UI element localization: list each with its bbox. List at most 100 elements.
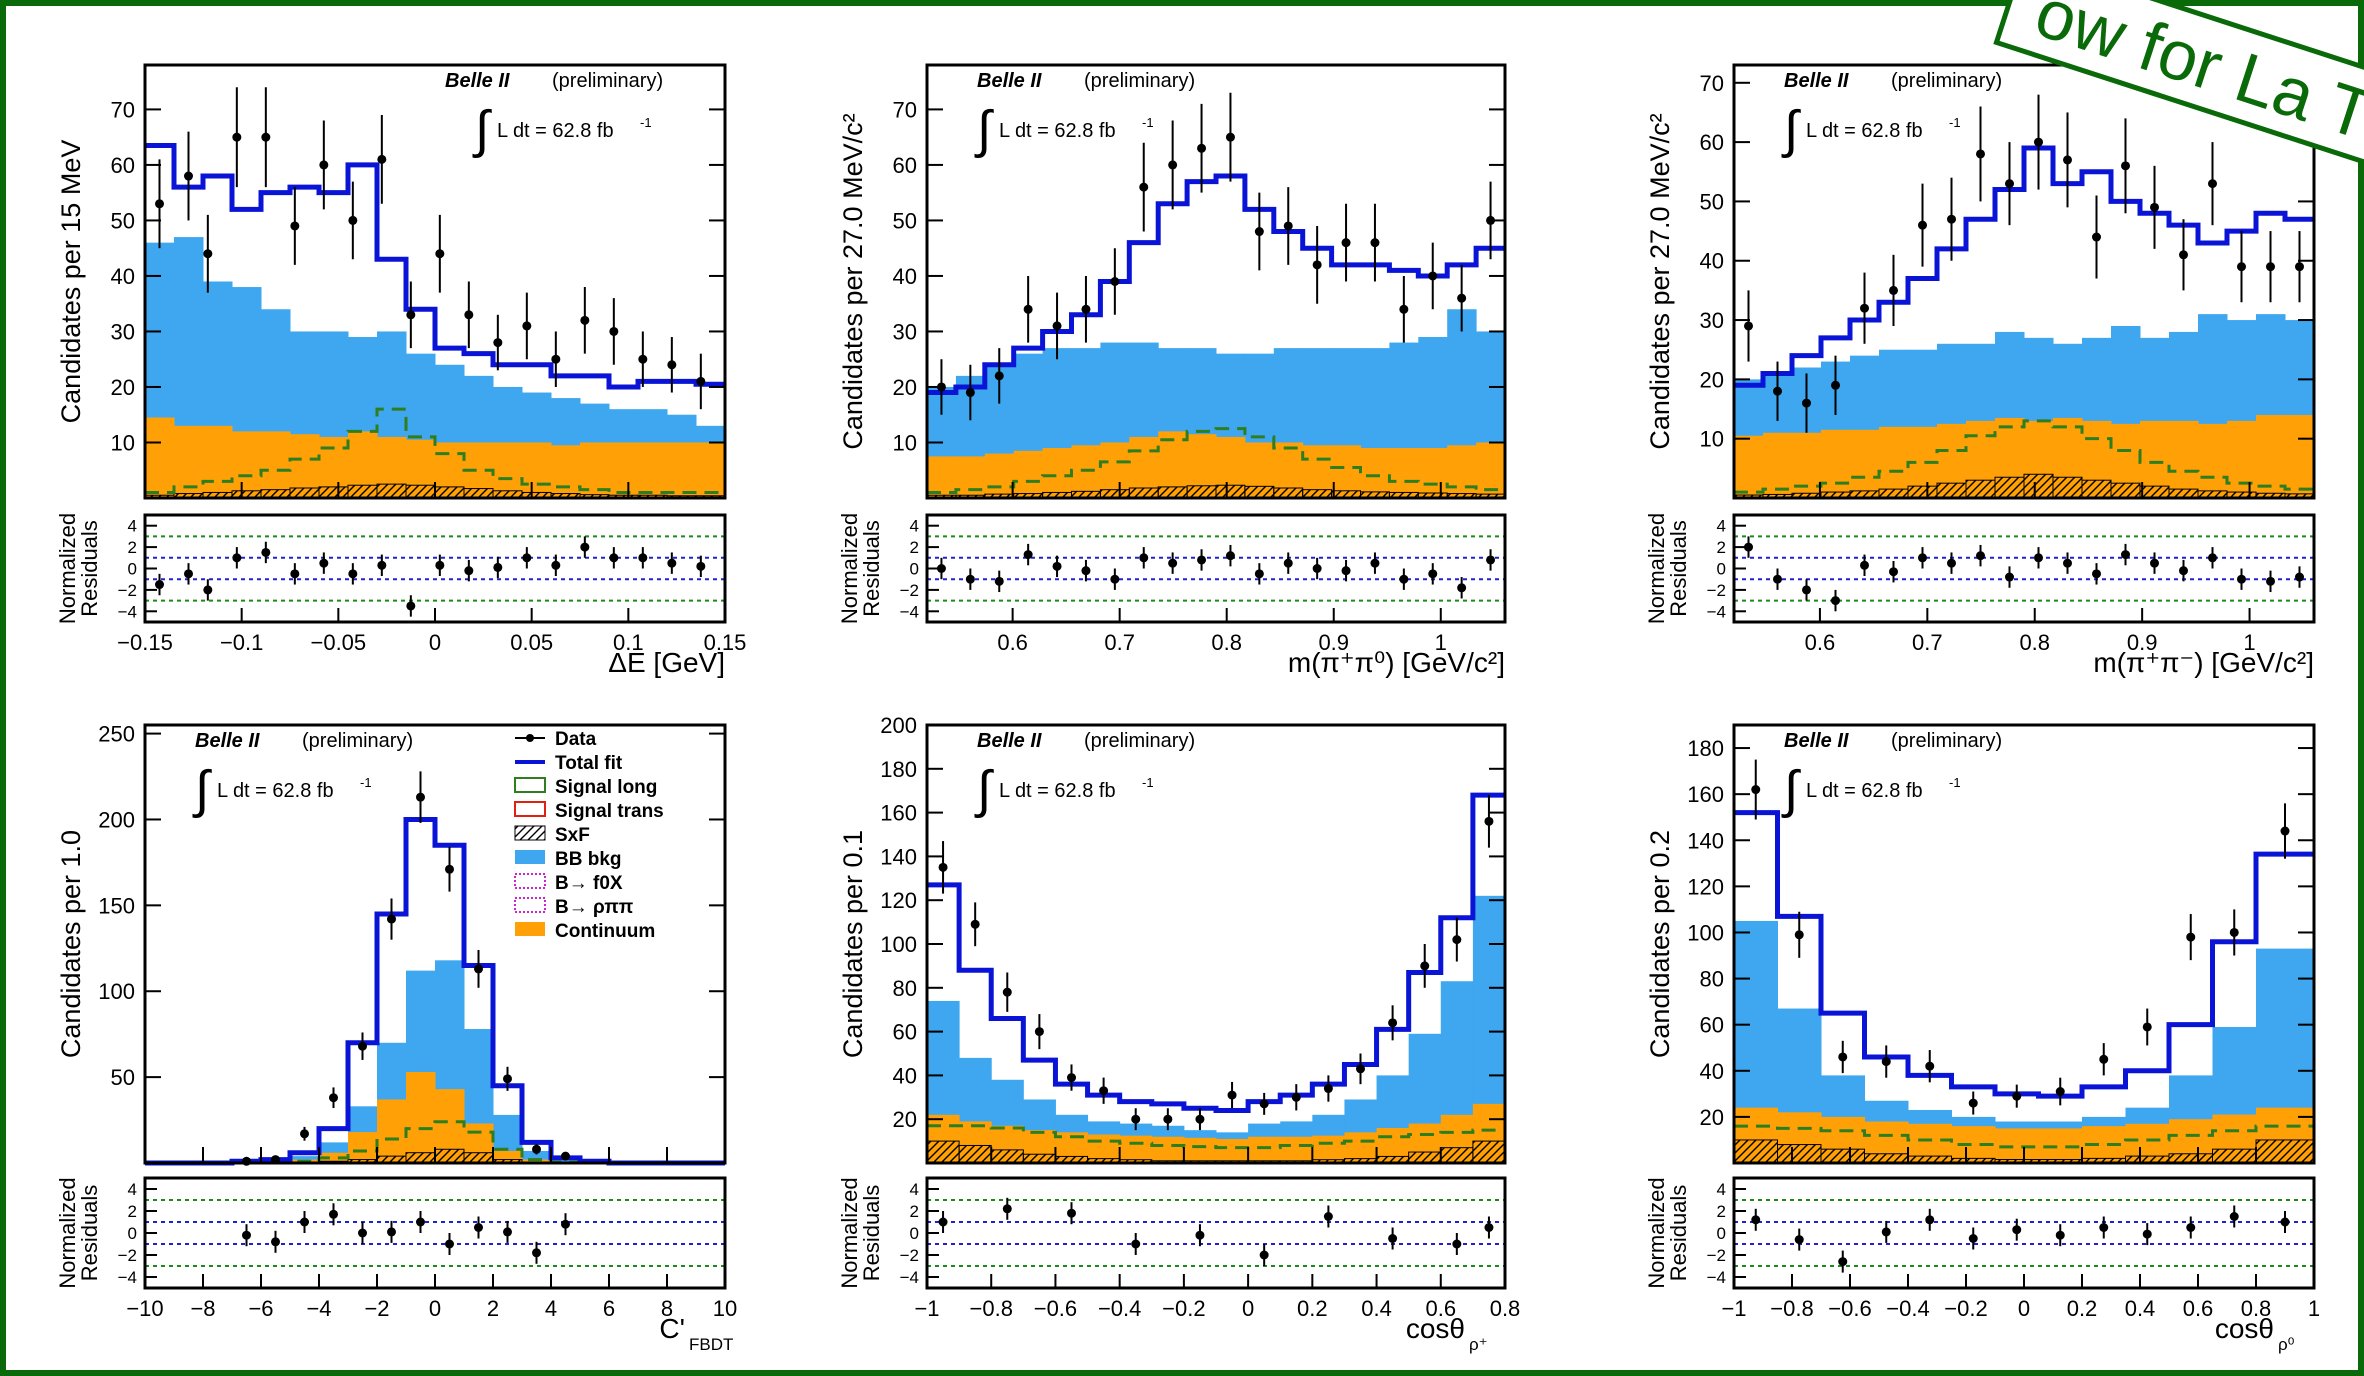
data-point [203,249,213,259]
resid-y-tick-label: −2 [118,581,137,600]
data-point [1399,304,1409,314]
resid-point [377,560,387,570]
data-point [1259,1099,1269,1109]
data-point [551,354,561,364]
resid-y-tick-label: −4 [118,1268,137,1287]
x-tick-label: 0.8 [2019,630,2050,655]
data-point [580,315,590,325]
continuum-bar [1119,1135,1153,1163]
continuum-bar [1850,429,1880,498]
resid-point [2186,1223,2196,1232]
data-point [184,171,193,181]
continuum-bar [984,453,1015,498]
resid-point [2208,553,2217,563]
signal-long-line [927,1124,1505,1150]
data-point [1773,386,1782,396]
data-point [358,1041,367,1051]
y-tick-label: 20 [111,375,135,400]
resid-y-tick-label: 0 [1717,560,1726,579]
resid-point [503,1227,512,1237]
banner-strip [1993,0,2364,176]
data-point [1168,160,1178,170]
y-tick-label: 120 [880,888,917,913]
y-tick-label: 40 [1700,1059,1724,1084]
resid-point [416,1217,425,1227]
resid-point [1831,596,1840,606]
data-point [377,154,387,164]
legend-entry: Signal trans [555,801,664,822]
data-point [1484,816,1494,826]
belle-label: Belle II [977,70,1042,92]
resid-point [1067,1208,1076,1218]
data-point [2005,179,2014,189]
resid-point [1484,1223,1494,1232]
resid-point [2005,572,2014,582]
data-point [2012,1091,2022,1101]
data-point [155,199,164,209]
resid-point [2150,558,2159,568]
lumi-label: L dt = 62.8 fb [217,780,334,802]
lumi-label: L dt = 62.8 fb [1806,120,1923,142]
resid-point [1323,1212,1333,1221]
continuum-bar [145,417,175,498]
resid-point [1773,574,1782,584]
resid-y-tick-label: 2 [910,1202,919,1221]
preliminary-label: (preliminary) [1084,70,1195,92]
data-point [1163,1114,1173,1124]
resid-y-tick-label: 0 [910,560,919,579]
resid-point [1860,560,1869,570]
resid-point [1794,1235,1804,1245]
resid-point [1976,551,1985,561]
y-tick-label: 30 [111,319,135,344]
sxf-bar [434,1148,465,1164]
y-tick-label: 40 [893,1063,917,1088]
resid-point [1388,1234,1398,1243]
y-tick-label: 160 [1687,782,1724,807]
resid-point [445,1239,454,1249]
data-point [1744,321,1753,331]
sxf-bar [2110,482,2141,499]
x-tick-label: 0.6 [2183,1296,2214,1321]
signal-long-line [927,427,1505,494]
resid-y-tick-label: 2 [128,538,137,557]
continuum-bar [1151,1136,1185,1163]
x-tick-label: −0.2 [1944,1296,1987,1321]
x-tick-label: −0.15 [117,630,173,655]
resid-point [1312,564,1322,573]
resid-y-tick-label: 0 [128,560,137,579]
resid-point [2055,1230,2065,1240]
integral-sign: ∫ [1781,761,1801,819]
resid-point [1452,1239,1462,1249]
resid-y-tick-label: 0 [910,1224,919,1243]
data-point [1925,1061,1935,1071]
resid-y-tick-label: 2 [128,1202,137,1221]
data-point [965,388,975,398]
resid-point [1283,558,1293,568]
continuum-bar [522,1159,552,1163]
x-tick-label: 0.8 [2241,1296,2272,1321]
data-point [994,371,1004,381]
data-point [1428,271,1438,281]
belle-label: Belle II [445,70,510,92]
resid-y-tick-label: 4 [910,1180,919,1199]
data-point [609,326,619,336]
y-tick-label: 180 [1687,736,1724,761]
continuum-bar [1821,429,1851,498]
resid-point [2034,553,2043,563]
total-fit-line [145,142,725,390]
x-tick-label: 0 [429,1296,441,1321]
sxf-bar [1777,1144,1822,1164]
data-point [2295,262,2304,272]
data-point [970,919,980,929]
x-tick-label: 0.05 [510,630,553,655]
sxf-bar [434,486,465,499]
data-point [1131,1114,1141,1124]
data-point [1023,304,1033,314]
x-tick-label: 0.4 [1361,1296,1392,1321]
continuum-bar [319,1152,349,1163]
continuum-bar [2227,420,2257,498]
y-tick-label: 100 [98,979,135,1004]
data-point [1388,1018,1398,1028]
y-axis-label: Candidates per 0.2 [1645,830,1675,1058]
y-tick-label: 80 [893,976,917,1001]
